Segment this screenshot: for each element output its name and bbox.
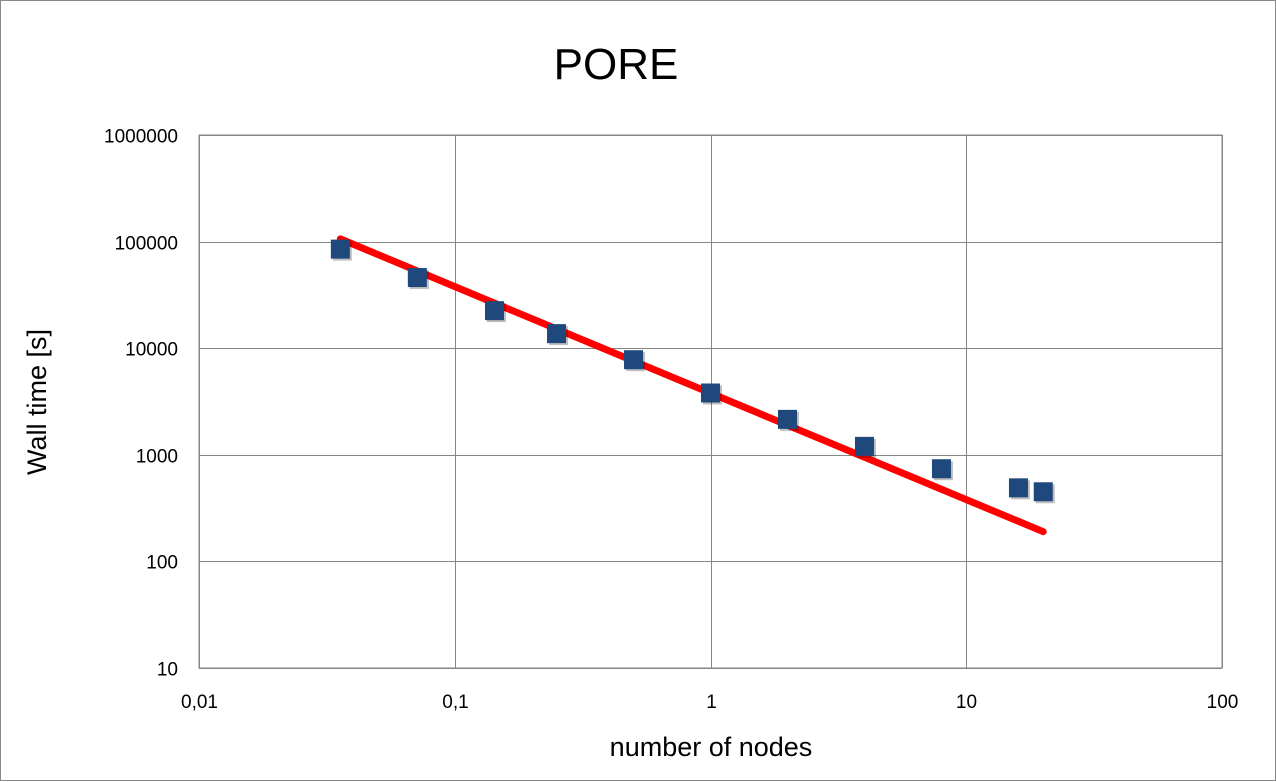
x-tick-label: 10 bbox=[956, 692, 977, 713]
y-tick-label: 10000 bbox=[125, 340, 178, 361]
x-tick-label: 0,1 bbox=[442, 692, 468, 713]
data-point bbox=[407, 268, 427, 288]
data-points-layer bbox=[330, 239, 1055, 504]
chart-title: PORE bbox=[554, 40, 679, 89]
data-point bbox=[1008, 478, 1028, 498]
x-tick-labels: 0,01 0,1 1 10 100 bbox=[181, 692, 1238, 713]
y-tick-labels: 10 100 1000 10000 100000 1000000 bbox=[104, 127, 178, 681]
data-point bbox=[547, 324, 567, 344]
data-point bbox=[854, 436, 874, 456]
data-point bbox=[777, 409, 797, 429]
y-axis-title: Wall time [s] bbox=[22, 329, 52, 475]
trendline bbox=[336, 235, 1047, 536]
data-point bbox=[624, 350, 644, 370]
trendline-layer bbox=[336, 235, 1047, 536]
x-axis-title: number of nodes bbox=[610, 732, 813, 762]
data-point bbox=[931, 459, 951, 479]
grid-lines bbox=[198, 134, 1223, 669]
data-point bbox=[701, 383, 720, 403]
x-tick-label: 100 bbox=[1207, 692, 1239, 713]
data-point bbox=[484, 301, 504, 321]
y-tick-label: 10 bbox=[157, 660, 178, 681]
data-point bbox=[330, 239, 350, 259]
y-tick-label: 100 bbox=[146, 553, 178, 574]
y-tick-label: 100000 bbox=[115, 234, 178, 255]
x-tick-label: 0,01 bbox=[181, 692, 218, 713]
y-tick-label: 1000000 bbox=[104, 127, 178, 148]
x-tick-label: 1 bbox=[706, 692, 717, 713]
data-point bbox=[1033, 482, 1053, 502]
y-tick-label: 1000 bbox=[136, 447, 178, 468]
